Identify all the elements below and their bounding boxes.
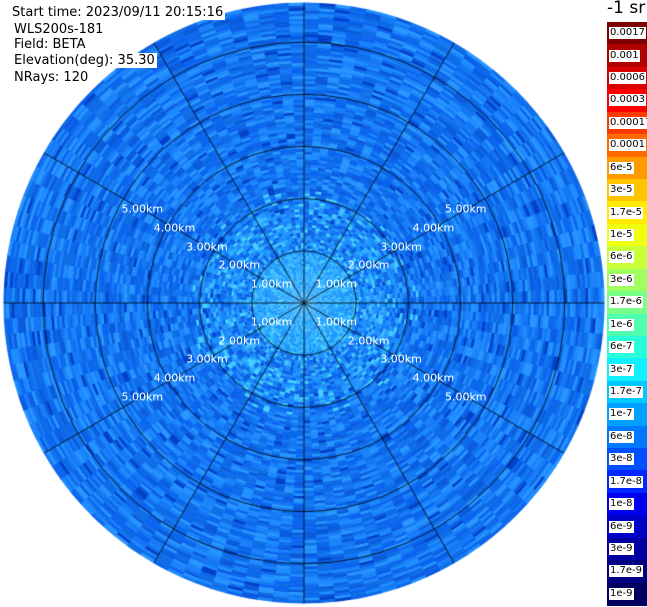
range-label-3km-3: 3.00km bbox=[380, 352, 422, 366]
range-label-4km-3: 4.00km bbox=[412, 371, 455, 385]
colorbar-tick-label: 1e-7 bbox=[609, 408, 634, 421]
range-label-3km-0: 3.00km bbox=[186, 240, 228, 254]
colorbar-tick-label: 0.0001 bbox=[609, 139, 646, 152]
range-label-3km-1: 3.00km bbox=[380, 240, 422, 254]
range-label-4km-2: 4.00km bbox=[153, 371, 196, 385]
colorbar-tick-label: 1.7e-6 bbox=[609, 296, 644, 309]
colorbar-tick-label: 6e-9 bbox=[609, 520, 634, 533]
colorbar bbox=[607, 22, 647, 606]
colorbar-tick-label: 3e-6 bbox=[609, 273, 634, 286]
colorbar-tick-label: 1.7e-5 bbox=[609, 206, 644, 219]
colorbar-tick-label: 0.00017 bbox=[609, 116, 647, 129]
range-label-5km-2: 5.00km bbox=[121, 390, 164, 404]
colorbar-tick-label: 0.001 bbox=[609, 49, 640, 62]
range-label-1km-3: 1.00km bbox=[315, 315, 358, 329]
range-label-1km-1: 1.00km bbox=[315, 277, 358, 291]
nrays-label: NRays: 120 bbox=[12, 70, 91, 85]
colorbar-tick-label: 0.0003 bbox=[609, 94, 646, 107]
range-label-4km-0: 4.00km bbox=[153, 221, 196, 235]
range-label-1km-2: 1.00km bbox=[250, 315, 293, 329]
colorbar-tick-label: 3e-5 bbox=[609, 184, 634, 197]
colorbar-tick-label: 1.7e-8 bbox=[609, 475, 644, 488]
colorbar-tick-label: 1e-9 bbox=[609, 587, 634, 600]
field-label: Field: BETA bbox=[12, 37, 88, 52]
colorbar-tick-label: 1e-6 bbox=[609, 318, 634, 331]
range-label-2km-3: 2.00km bbox=[347, 334, 390, 348]
colorbar-tick-label: 3e-9 bbox=[609, 542, 634, 555]
start-time-label: Start time: 2023/09/11 20:15:16 bbox=[10, 5, 226, 20]
colorbar-tick-label: 6e-6 bbox=[609, 251, 634, 264]
colorbar-tick-label: 0.0006 bbox=[609, 72, 646, 85]
range-label-2km-2: 2.00km bbox=[218, 334, 261, 348]
range-label-5km-3: 5.00km bbox=[444, 390, 487, 404]
colorbar-tick-label: 6e-8 bbox=[609, 430, 634, 443]
colorbar-tick-label: 1.7e-9 bbox=[609, 565, 644, 578]
colorbar-tick-label: 6e-7 bbox=[609, 341, 634, 354]
range-label-3km-2: 3.00km bbox=[186, 352, 228, 366]
instrument-label: WLS200s-181 bbox=[12, 22, 106, 37]
colorbar-tick-label: 1e-8 bbox=[609, 498, 634, 511]
colorbar-tick-label: 3e-7 bbox=[609, 363, 634, 376]
colorbar-unit-label: -1 sr bbox=[607, 0, 646, 18]
colorbar-tick-label: 1e-5 bbox=[609, 229, 634, 242]
range-label-2km-0: 2.00km bbox=[218, 258, 261, 272]
colorbar-tick-label: 3e-8 bbox=[609, 453, 634, 466]
colorbar-tick-label: 0.0017 bbox=[609, 27, 646, 40]
range-label-2km-1: 2.00km bbox=[347, 258, 390, 272]
range-label-5km-1: 5.00km bbox=[444, 202, 487, 216]
elevation-label: Elevation(deg): 35.30 bbox=[12, 53, 157, 68]
colorbar-tick-label: 1.7e-7 bbox=[609, 385, 644, 398]
range-label-5km-0: 5.00km bbox=[121, 202, 164, 216]
range-label-4km-1: 4.00km bbox=[412, 221, 455, 235]
range-label-1km-0: 1.00km bbox=[250, 277, 293, 291]
colorbar-tick-label: 6e-5 bbox=[609, 161, 634, 174]
